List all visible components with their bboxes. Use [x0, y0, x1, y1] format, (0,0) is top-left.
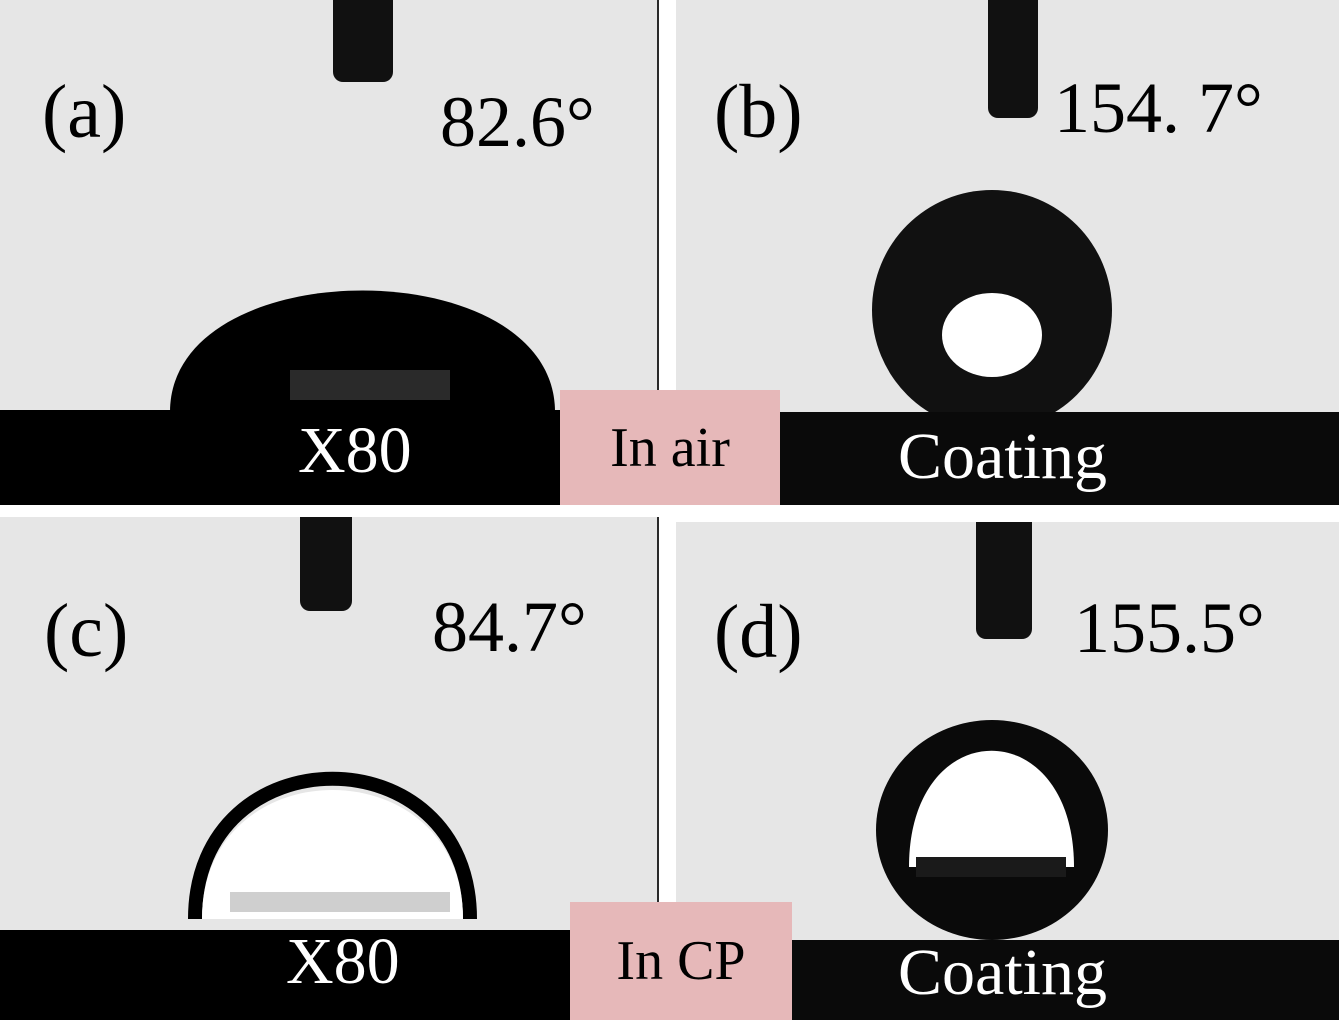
panel-letter: (a): [42, 70, 127, 154]
syringe-needle: [976, 522, 1032, 639]
syringe-needle: [333, 0, 393, 82]
panel-divider: [657, 517, 659, 1020]
panel-divider: [657, 0, 659, 505]
substrate-label: X80: [298, 414, 412, 487]
water-droplet: [876, 720, 1108, 940]
contact-angle-value: 154. 7°: [1054, 68, 1263, 148]
panel-c-x80-in-cp: (c) 84.7° X80: [0, 517, 657, 1020]
panel-b-coating-in-air: (b) 154. 7° Coating: [676, 0, 1339, 505]
syringe-needle: [988, 0, 1038, 118]
panel-letter: (d): [714, 590, 803, 674]
panel-letter: (c): [44, 589, 129, 673]
contact-angle-value: 84.7°: [432, 587, 587, 667]
substrate-label: X80: [286, 925, 400, 998]
x80-substrate: [0, 930, 657, 1020]
syringe-needle: [300, 517, 352, 611]
contact-angle-value: 155.5°: [1074, 588, 1265, 668]
medium-badge-air: In air: [560, 390, 780, 505]
panel-a-x80-in-air: (a) 82.6° X80: [0, 0, 657, 505]
water-droplet: [188, 771, 477, 920]
substrate-label: Coating: [898, 936, 1107, 1009]
substrate-label: Coating: [898, 420, 1107, 493]
water-droplet: [170, 290, 555, 412]
x80-substrate: [0, 410, 657, 505]
contact-angle-value: 82.6°: [440, 82, 595, 162]
medium-badge-cp: In CP: [570, 902, 792, 1020]
water-droplet: [872, 190, 1112, 430]
panel-letter: (b): [714, 70, 803, 154]
coating-substrate: [676, 412, 1339, 505]
